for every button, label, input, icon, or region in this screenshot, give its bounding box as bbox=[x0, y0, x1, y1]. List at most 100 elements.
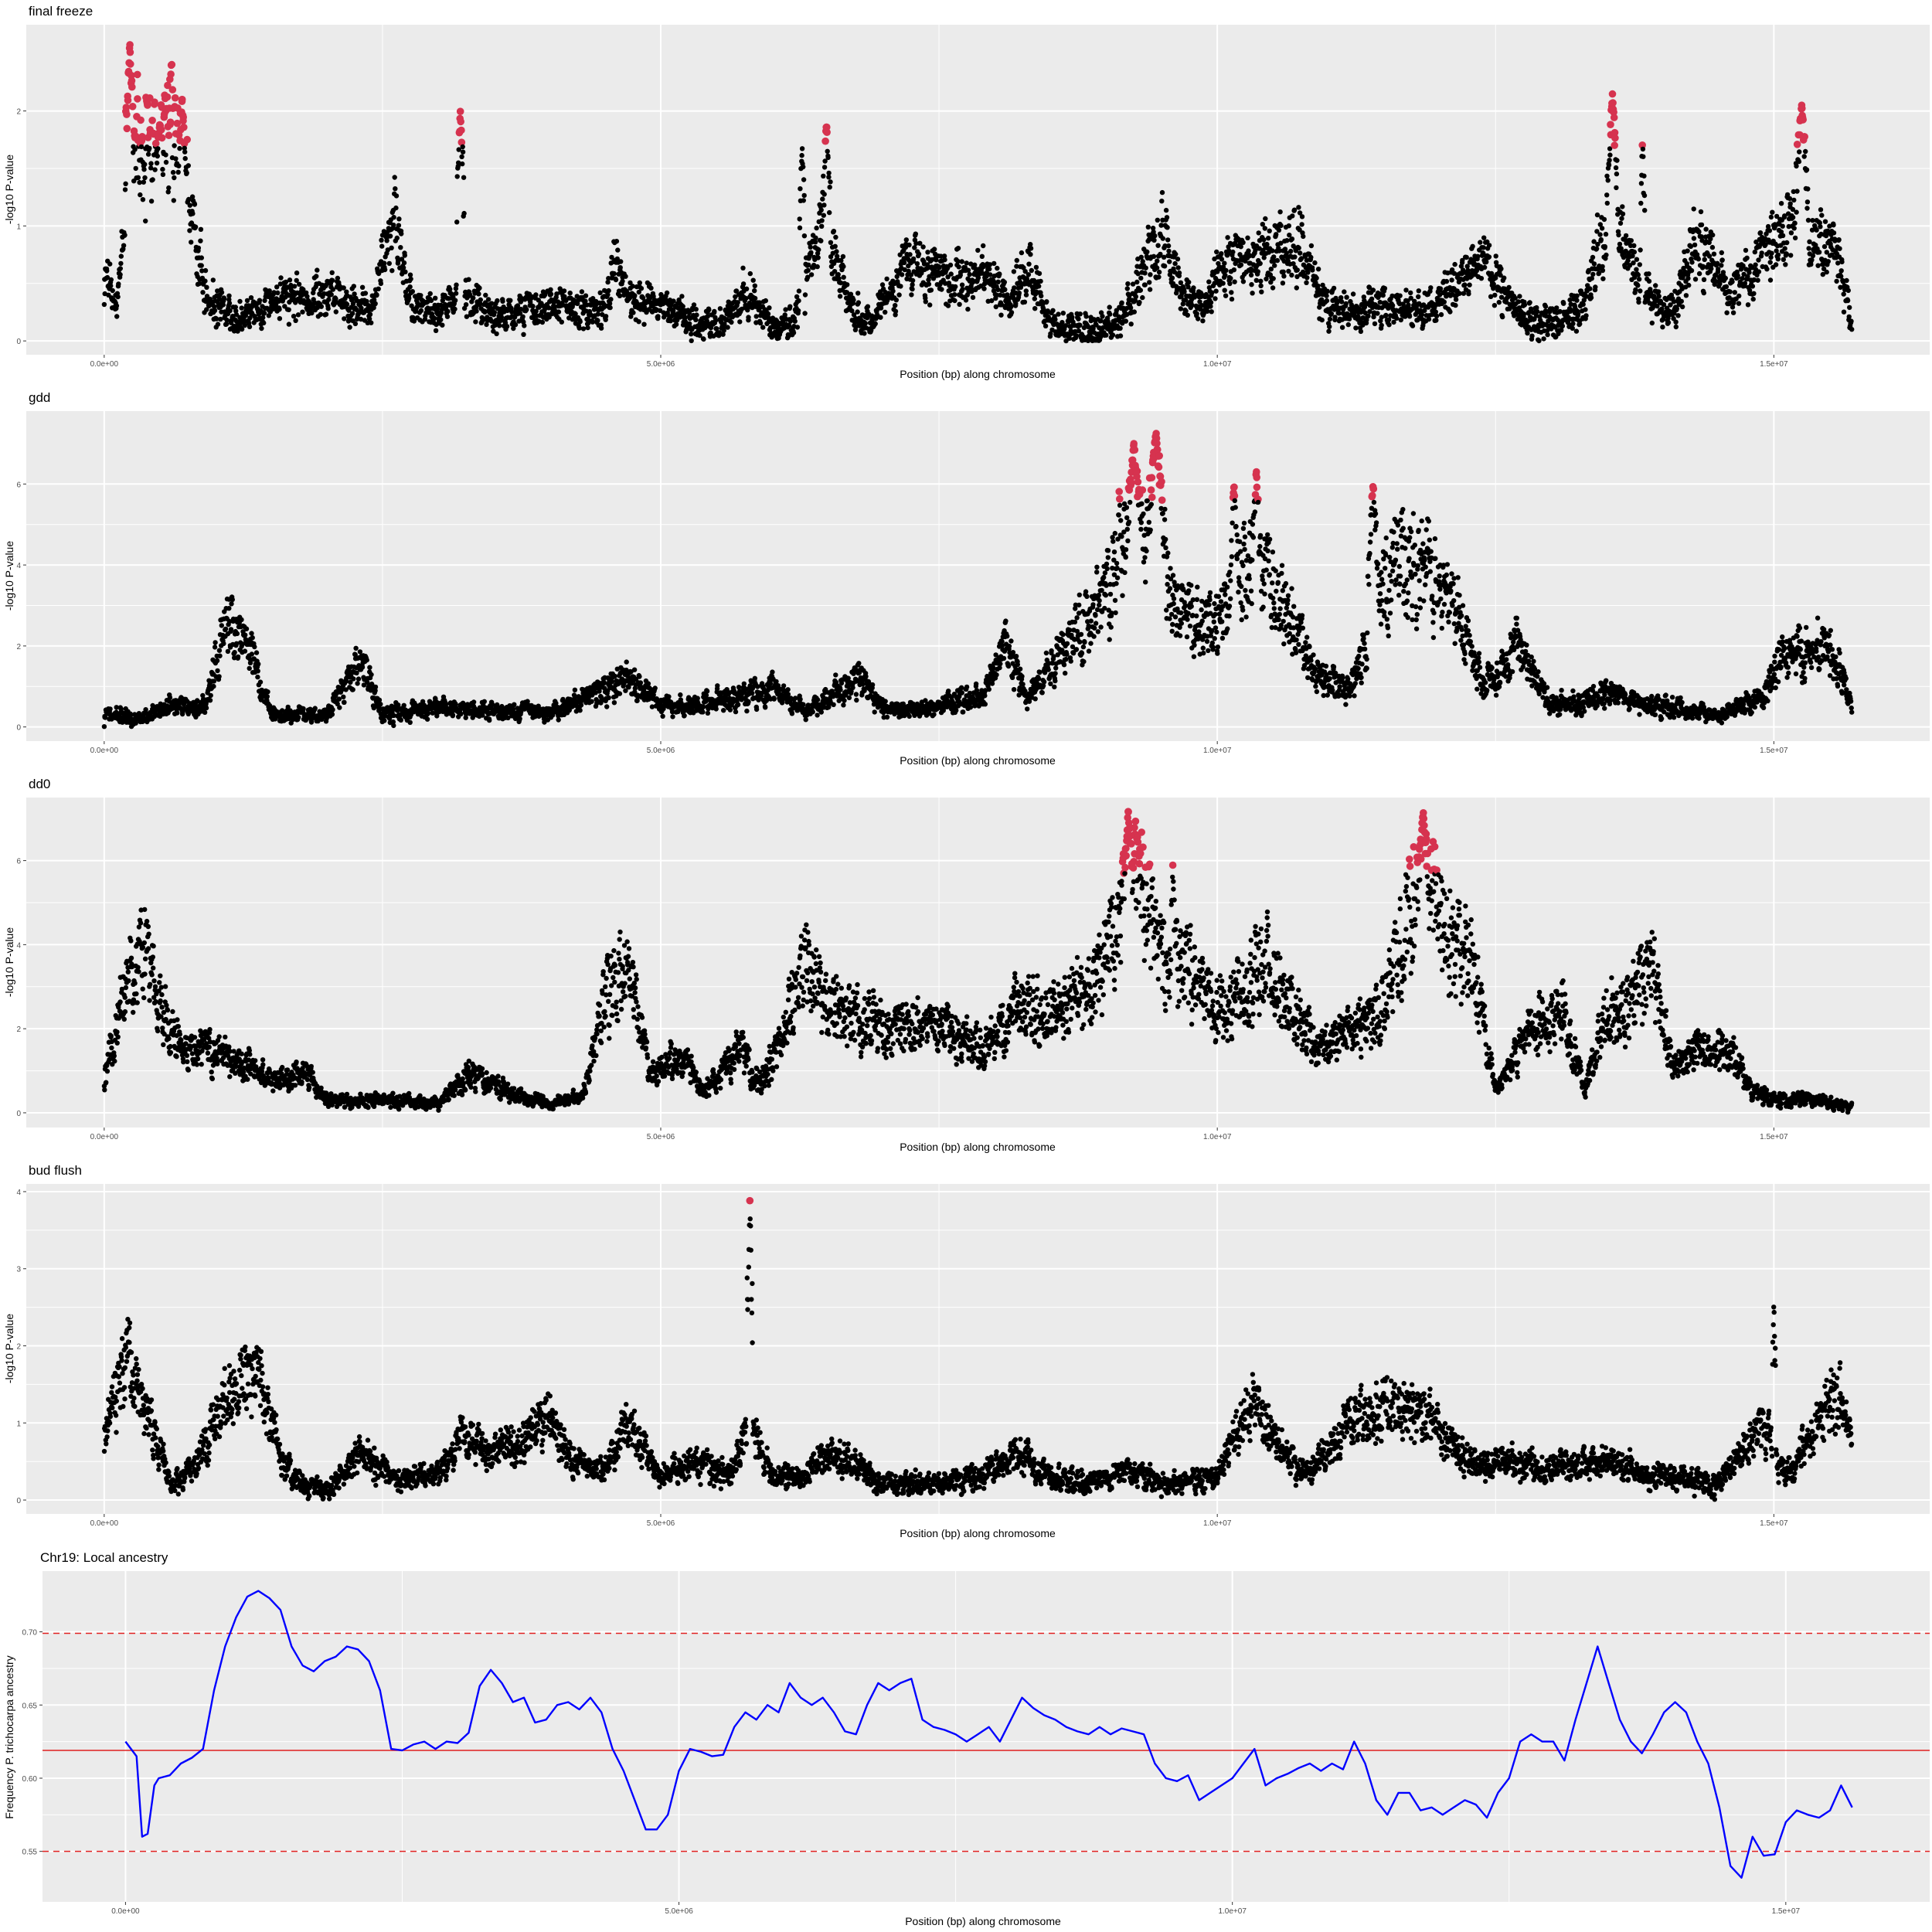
data-point bbox=[979, 253, 985, 259]
data-point bbox=[1375, 311, 1380, 316]
data-point bbox=[265, 689, 270, 695]
data-point bbox=[1155, 243, 1161, 248]
data-point bbox=[473, 319, 478, 325]
data-point bbox=[655, 314, 661, 319]
data-point bbox=[1288, 248, 1294, 254]
data-point bbox=[1743, 247, 1749, 253]
data-point bbox=[1635, 272, 1641, 277]
data-point bbox=[1781, 257, 1786, 262]
data-point bbox=[182, 149, 188, 155]
data-point bbox=[1801, 154, 1807, 159]
data-point bbox=[1788, 253, 1794, 258]
data-point bbox=[259, 325, 264, 332]
data-point bbox=[293, 318, 298, 323]
data-point bbox=[220, 302, 226, 308]
data-point bbox=[165, 189, 171, 195]
data-point bbox=[212, 308, 218, 313]
data-point bbox=[1258, 278, 1264, 284]
data-point bbox=[548, 287, 553, 292]
data-point bbox=[1607, 158, 1612, 163]
data-point bbox=[318, 304, 324, 309]
data-point bbox=[1379, 322, 1384, 328]
data-point bbox=[1723, 284, 1730, 290]
data-point bbox=[997, 271, 1002, 277]
data-point bbox=[1220, 281, 1226, 286]
data-point bbox=[617, 265, 623, 270]
data-point bbox=[590, 319, 595, 325]
data-point bbox=[975, 247, 981, 253]
data-point bbox=[753, 314, 759, 319]
data-point bbox=[145, 151, 151, 157]
data-point bbox=[1692, 277, 1699, 282]
highlighted-point bbox=[1611, 134, 1619, 142]
data-point bbox=[147, 145, 152, 151]
data-point bbox=[546, 305, 552, 311]
data-point bbox=[1397, 293, 1403, 298]
data-point bbox=[1270, 248, 1275, 253]
data-point bbox=[760, 325, 766, 330]
data-point bbox=[574, 294, 580, 299]
data-point bbox=[1653, 283, 1658, 288]
data-point bbox=[926, 281, 932, 287]
data-point bbox=[615, 247, 621, 253]
data-point bbox=[1614, 185, 1619, 191]
data-point bbox=[1633, 287, 1638, 293]
data-point bbox=[1019, 250, 1025, 256]
data-point bbox=[466, 277, 471, 282]
data-point bbox=[1794, 209, 1799, 215]
highlighted-point bbox=[1801, 133, 1808, 141]
data-point bbox=[1756, 269, 1762, 274]
x-tick-label: 1.5e+07 bbox=[1760, 747, 1788, 755]
data-point bbox=[1319, 317, 1325, 323]
data-point bbox=[1164, 215, 1170, 220]
data-point bbox=[1222, 260, 1227, 266]
data-point bbox=[464, 314, 470, 319]
data-point bbox=[352, 291, 357, 297]
point-series bbox=[101, 41, 1855, 344]
data-point bbox=[1138, 275, 1144, 281]
highlighted-point bbox=[148, 117, 156, 124]
data-point bbox=[1229, 296, 1235, 302]
data-point bbox=[1691, 236, 1697, 241]
data-point bbox=[1665, 320, 1672, 325]
data-point bbox=[573, 311, 578, 317]
data-point bbox=[382, 267, 388, 273]
data-point bbox=[1590, 254, 1596, 260]
data-point bbox=[249, 651, 254, 657]
x-tick-label: 0.0e+00 bbox=[90, 747, 119, 755]
data-point bbox=[141, 167, 147, 172]
data-point bbox=[907, 252, 913, 257]
data-point bbox=[1561, 301, 1566, 306]
data-point bbox=[901, 260, 907, 266]
data-point bbox=[1831, 223, 1836, 228]
data-point bbox=[167, 695, 173, 700]
data-point bbox=[1160, 236, 1166, 241]
data-point bbox=[1315, 267, 1321, 272]
highlighted-point bbox=[457, 117, 464, 126]
data-point bbox=[1685, 276, 1691, 281]
data-point bbox=[1209, 309, 1214, 315]
highlighted-point bbox=[122, 104, 131, 111]
data-point bbox=[1299, 214, 1305, 219]
data-point bbox=[1691, 206, 1696, 212]
data-point bbox=[257, 298, 263, 303]
data-point bbox=[1123, 318, 1129, 324]
data-point bbox=[1636, 277, 1642, 282]
data-point bbox=[1605, 178, 1611, 183]
data-point bbox=[1545, 332, 1550, 338]
data-point bbox=[801, 177, 807, 182]
data-point bbox=[1073, 333, 1080, 338]
data-point bbox=[351, 284, 356, 289]
data-point bbox=[379, 237, 384, 243]
data-point bbox=[1213, 288, 1219, 294]
data-point bbox=[1498, 266, 1504, 271]
data-point bbox=[767, 305, 772, 311]
data-point bbox=[668, 318, 673, 324]
y-tick-label: 0 bbox=[16, 338, 21, 346]
data-point bbox=[1791, 226, 1797, 231]
data-point bbox=[284, 284, 290, 290]
data-point bbox=[471, 295, 476, 301]
data-point bbox=[821, 173, 826, 179]
data-point bbox=[1818, 207, 1824, 213]
data-point bbox=[959, 259, 964, 264]
